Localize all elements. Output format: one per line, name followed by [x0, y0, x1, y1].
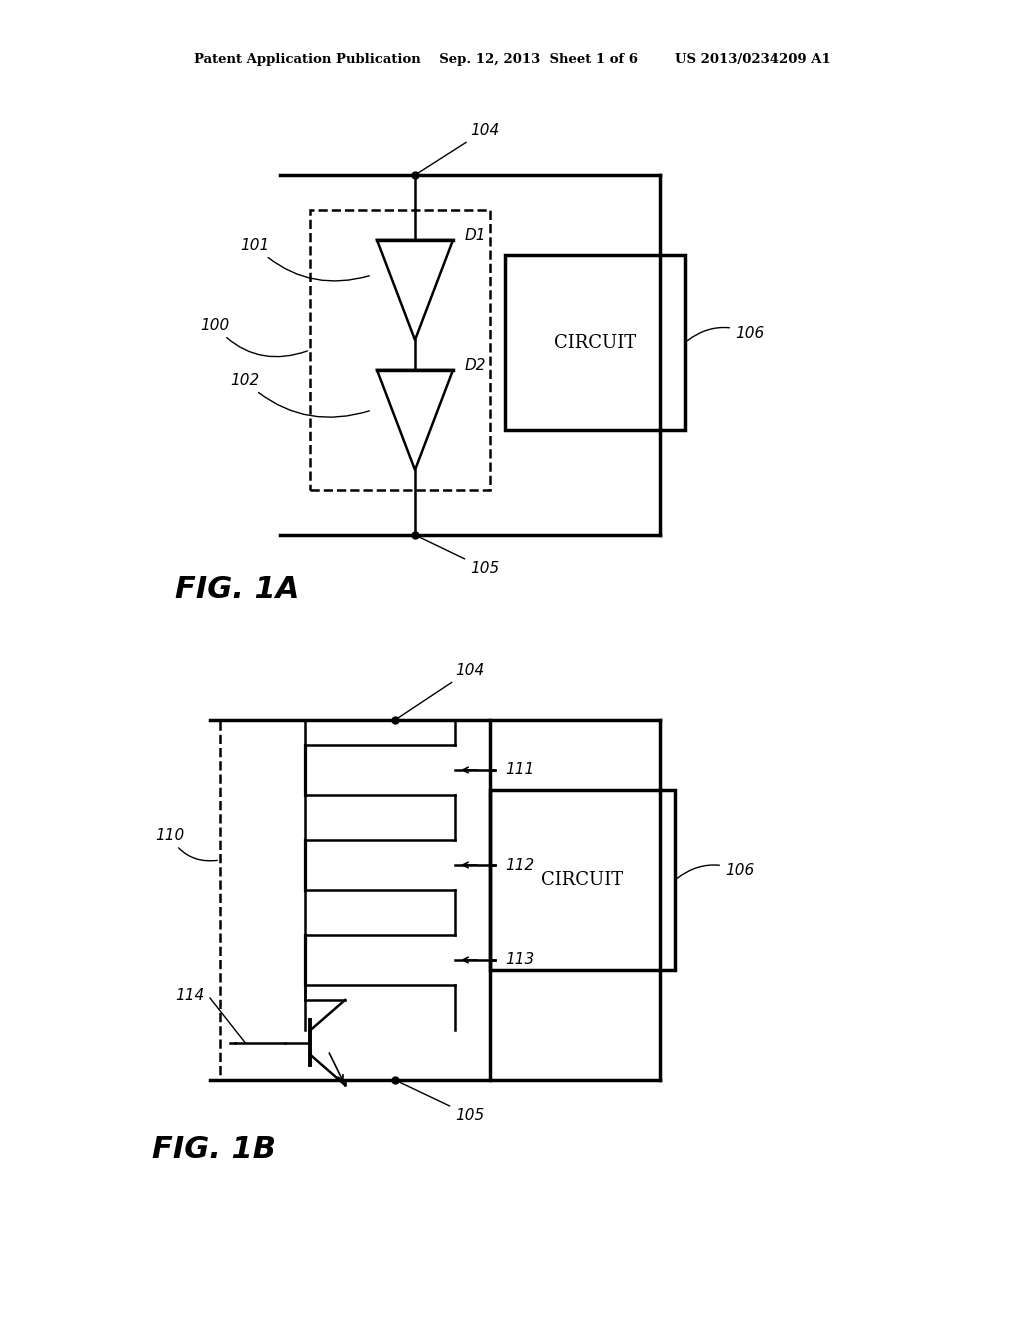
Text: 100: 100 [200, 318, 307, 356]
Text: FIG. 1B: FIG. 1B [152, 1135, 276, 1164]
Text: 112: 112 [505, 858, 535, 873]
Bar [310, 210, 490, 490]
Text: 106: 106 [677, 863, 755, 878]
Text: 106: 106 [687, 326, 764, 341]
Text: CIRCUIT: CIRCUIT [554, 334, 636, 351]
Text: Patent Application Publication    Sep. 12, 2013  Sheet 1 of 6        US 2013/023: Patent Application Publication Sep. 12, … [194, 54, 830, 66]
Text: CIRCUIT: CIRCUIT [542, 871, 624, 888]
Text: FIG. 1A: FIG. 1A [175, 576, 299, 605]
Text: 110: 110 [155, 828, 217, 861]
Text: 101: 101 [240, 238, 370, 281]
Text: 113: 113 [505, 953, 535, 968]
Text: 114: 114 [175, 987, 204, 1002]
Text: 111: 111 [505, 763, 535, 777]
Bar [220, 719, 490, 1080]
Text: D2: D2 [465, 358, 486, 372]
Text: D1: D1 [465, 227, 486, 243]
Text: 104: 104 [418, 123, 500, 173]
Text: 105: 105 [418, 536, 500, 576]
Text: 102: 102 [230, 374, 370, 417]
Text: 104: 104 [397, 663, 484, 718]
Bar [505, 255, 685, 430]
Bar [490, 789, 675, 970]
Text: 105: 105 [397, 1081, 484, 1123]
